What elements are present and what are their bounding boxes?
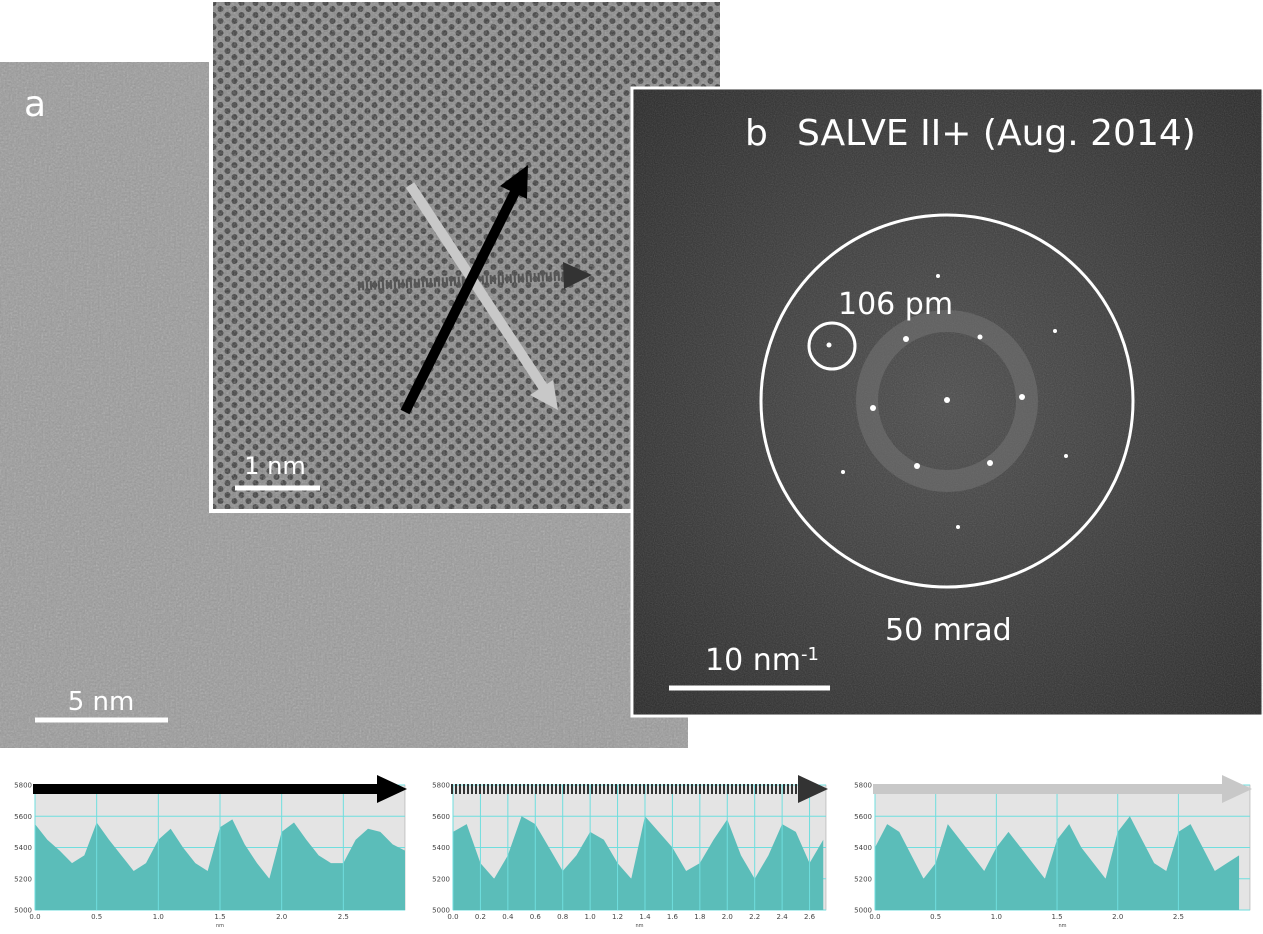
- x-tick-label: 2.0: [276, 913, 287, 921]
- spots: [826, 274, 1068, 529]
- x-tick-label: 0.0: [869, 913, 880, 921]
- scale-bar-exponent: -1: [801, 644, 819, 665]
- x-tick-label: 1.0: [585, 913, 596, 921]
- x-tick-label: 0.5: [91, 913, 102, 921]
- x-tick-label: 2.2: [749, 913, 760, 921]
- x-tick-label: 1.4: [639, 913, 651, 921]
- arrow-black: [400, 189, 520, 415]
- arrow-light: [405, 182, 548, 390]
- y-tick-label: 5000: [14, 907, 32, 915]
- x-tick-label: 0.6: [530, 913, 542, 921]
- aperture-circle: [759, 213, 1135, 589]
- arrow-head: [500, 165, 528, 199]
- y-tick-label: 5000: [854, 907, 872, 915]
- x-tick-label: 0.0: [29, 913, 40, 921]
- profile-arrow-head: [377, 775, 407, 803]
- y-tick-label: 5800: [854, 782, 872, 790]
- profile-arrow-head: [1222, 775, 1252, 803]
- spot-circle: [807, 321, 857, 371]
- y-tick-label: 5600: [432, 813, 450, 821]
- panel-label: b: [745, 113, 768, 154]
- y-tick-label: 5600: [854, 813, 872, 821]
- arrow-head: [563, 262, 592, 289]
- x-axis-label: nm: [216, 923, 224, 929]
- x-tick-label: 2.4: [777, 913, 789, 921]
- x-tick-label: 0.5: [930, 913, 941, 921]
- y-tick-label: 5200: [854, 875, 872, 883]
- scale-bar-unit: 10 nm: [705, 643, 801, 678]
- x-tick-label: 0.4: [502, 913, 514, 921]
- scale-bar-label: 5 nm: [68, 687, 135, 717]
- x-tick-label: 2.5: [338, 913, 349, 921]
- x-tick-label: 1.8: [694, 913, 705, 921]
- arrow-head: [530, 380, 558, 410]
- aperture-label: 50 mrad: [885, 613, 1012, 648]
- x-tick-label: 1.0: [991, 913, 1002, 921]
- y-tick-label: 5400: [432, 844, 450, 852]
- x-axis-label: nm: [1058, 923, 1066, 929]
- y-tick-label: 5000: [432, 907, 450, 915]
- y-tick-label: 5200: [14, 875, 32, 883]
- profile-area: [453, 816, 824, 910]
- x-axis-label: nm: [635, 923, 643, 929]
- panel-title: SALVE II+ (Aug. 2014): [797, 113, 1196, 154]
- x-tick-label: 2.5: [1173, 913, 1184, 921]
- profile-arrow-head: [798, 775, 828, 803]
- y-tick-label: 5800: [14, 782, 32, 790]
- x-tick-label: 1.2: [612, 913, 623, 921]
- x-tick-label: 0.2: [475, 913, 486, 921]
- arrow-dotted: [357, 271, 566, 291]
- x-tick-label: 2.0: [1112, 913, 1123, 921]
- x-tick-label: 2.6: [804, 913, 816, 921]
- y-tick-label: 5400: [854, 844, 872, 852]
- x-tick-label: 1.0: [153, 913, 164, 921]
- y-tick-label: 5200: [432, 875, 450, 883]
- inset-scale-label: 1 nm: [244, 452, 306, 480]
- spot-label: 106 pm: [838, 287, 953, 322]
- x-tick-label: 1.6: [667, 913, 679, 921]
- panel-label: a: [24, 84, 46, 125]
- panel-b: b SALVE II+ (Aug. 2014) 106 pm 50 mrad 1…: [630, 86, 1263, 718]
- y-tick-label: 5400: [14, 844, 32, 852]
- x-tick-label: 1.5: [1051, 913, 1062, 921]
- x-tick-label: 1.5: [214, 913, 225, 921]
- y-tick-label: 5600: [14, 813, 32, 821]
- x-tick-label: 2.0: [722, 913, 733, 921]
- scale-bar-label: 10 nm-1: [705, 643, 819, 678]
- y-tick-label: 5800: [432, 782, 450, 790]
- diffuse-ring: [856, 310, 1038, 492]
- x-tick-label: 0.8: [557, 913, 568, 921]
- x-tick-label: 0.0: [447, 913, 458, 921]
